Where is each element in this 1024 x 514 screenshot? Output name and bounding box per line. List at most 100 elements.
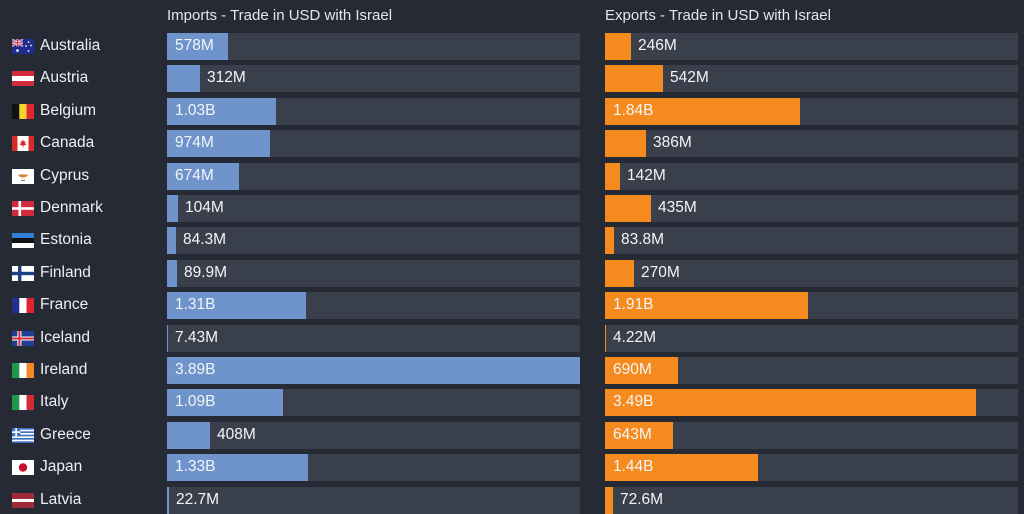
exports-bar[interactable]	[605, 421, 673, 449]
exports-bar[interactable]	[605, 259, 634, 287]
exports-value-label: 1.44B	[613, 458, 654, 476]
imports-bar[interactable]	[167, 227, 176, 255]
imports-value-label: 674M	[175, 166, 214, 184]
canada-flag-icon	[12, 136, 34, 152]
imports-bar[interactable]	[167, 454, 308, 482]
exports-bar-track: 72.6M	[605, 486, 1018, 514]
exports-bar[interactable]	[605, 454, 758, 482]
exports-value-label: 690M	[613, 361, 652, 378]
country-row: Australia 578M 246M	[0, 33, 1024, 60]
imports-value-label: 3.89B	[175, 361, 216, 378]
exports-value-label: 246M	[638, 37, 677, 54]
imports-bar[interactable]	[167, 97, 276, 125]
country-label: Canada	[40, 134, 95, 152]
country-row: Cyprus 674M 142M	[0, 162, 1024, 190]
imports-bar[interactable]	[167, 389, 283, 417]
exports-bar[interactable]	[605, 292, 808, 320]
exports-bar-track: 3.49B	[605, 389, 1018, 417]
imports-bar[interactable]	[167, 33, 228, 60]
exports-value-label: 4.22M	[613, 328, 657, 346]
exports-bar-track: 142M	[605, 162, 1018, 190]
country-label: France	[40, 296, 89, 314]
greece-flag-icon	[12, 427, 34, 443]
imports-bar[interactable]	[167, 292, 306, 320]
italy-flag-icon	[12, 395, 34, 411]
exports-bar-track: 270M	[605, 259, 1018, 287]
exports-bar-track: 690M	[605, 357, 1018, 384]
imports-bar[interactable]	[167, 324, 168, 352]
country-label: Estonia	[40, 231, 92, 249]
country-row: Greece 408M 643M	[0, 421, 1024, 449]
country-row: Estonia 84.3M 83.8M	[0, 227, 1024, 255]
exports-bar[interactable]	[605, 227, 614, 255]
imports-value-label: 104M	[185, 199, 224, 216]
imports-bar-track: 312M	[167, 65, 580, 93]
exports-bar-track: 386M	[605, 130, 1018, 158]
country-row: Iceland 7.43M 4.22M	[0, 324, 1024, 352]
exports-bar[interactable]	[605, 357, 678, 384]
imports-value-label: 974M	[175, 134, 214, 152]
imports-bar-track: 1.03B	[167, 97, 580, 125]
imports-bar-track: 1.33B	[167, 454, 580, 482]
country-row: Finland 89.9M 270M	[0, 259, 1024, 287]
exports-bar[interactable]	[605, 389, 976, 417]
iceland-flag-icon	[12, 330, 34, 346]
austria-flag-icon	[12, 71, 34, 87]
imports-bar[interactable]	[167, 259, 177, 287]
imports-value-label: 578M	[175, 37, 214, 54]
exports-value-label: 1.84B	[613, 101, 654, 119]
country-row: Ireland 3.89B 690M	[0, 357, 1024, 384]
imports-bar-track: 674M	[167, 162, 580, 190]
australia-flag-icon	[12, 39, 34, 54]
imports-value-label: 312M	[207, 69, 246, 87]
exports-bar[interactable]	[605, 162, 620, 190]
imports-bar-track: 7.43M	[167, 324, 580, 352]
exports-value-label: 83.8M	[621, 231, 665, 249]
exports-bar-track: 435M	[605, 195, 1018, 222]
country-row: Italy 1.09B 3.49B	[0, 389, 1024, 417]
imports-bar[interactable]	[167, 162, 239, 190]
country-row: Canada 974M 386M	[0, 130, 1024, 158]
ireland-flag-icon	[12, 363, 34, 378]
imports-value-label: 7.43M	[175, 328, 219, 346]
imports-bar-track: 1.09B	[167, 389, 580, 417]
exports-value-label: 542M	[670, 69, 709, 87]
country-label: Ireland	[40, 361, 88, 378]
belgium-flag-icon	[12, 103, 34, 119]
country-label: Denmark	[40, 199, 103, 216]
exports-bar[interactable]	[605, 486, 613, 514]
exports-value-label: 142M	[627, 166, 666, 184]
imports-bar[interactable]	[167, 195, 178, 222]
exports-bar[interactable]	[605, 195, 651, 222]
country-row: Latvia 22.7M 72.6M	[0, 486, 1024, 514]
latvia-flag-icon	[12, 492, 34, 508]
cyprus-flag-icon	[12, 168, 34, 184]
exports-bar[interactable]	[605, 65, 663, 93]
imports-bar[interactable]	[167, 357, 580, 384]
imports-bar[interactable]	[167, 421, 210, 449]
country-label: Finland	[40, 263, 91, 281]
japan-flag-icon	[12, 460, 34, 476]
imports-bar-track: 3.89B	[167, 357, 580, 384]
exports-bar[interactable]	[605, 130, 646, 158]
exports-bar-track: 1.91B	[605, 292, 1018, 320]
country-row: Austria 312M 542M	[0, 65, 1024, 93]
imports-bar[interactable]	[167, 65, 200, 93]
imports-bar-track: 89.9M	[167, 259, 580, 287]
exports-value-label: 1.91B	[613, 296, 654, 314]
exports-value-label: 386M	[653, 134, 692, 152]
exports-bar[interactable]	[605, 33, 631, 60]
exports-bar-track: 1.44B	[605, 454, 1018, 482]
imports-bar[interactable]	[167, 130, 270, 158]
exports-value-label: 3.49B	[613, 393, 654, 411]
imports-chart-title: Imports - Trade in USD with Israel	[167, 7, 393, 24]
country-row: France 1.31B 1.91B	[0, 292, 1024, 320]
country-label: Australia	[40, 37, 101, 54]
exports-bar[interactable]	[605, 324, 606, 352]
imports-bar[interactable]	[167, 486, 169, 514]
country-row: Japan 1.33B 1.44B	[0, 454, 1024, 482]
exports-chart-title: Exports - Trade in USD with Israel	[605, 7, 831, 24]
exports-bar[interactable]	[605, 97, 800, 125]
imports-value-label: 89.9M	[184, 263, 228, 281]
exports-value-label: 643M	[613, 425, 652, 443]
